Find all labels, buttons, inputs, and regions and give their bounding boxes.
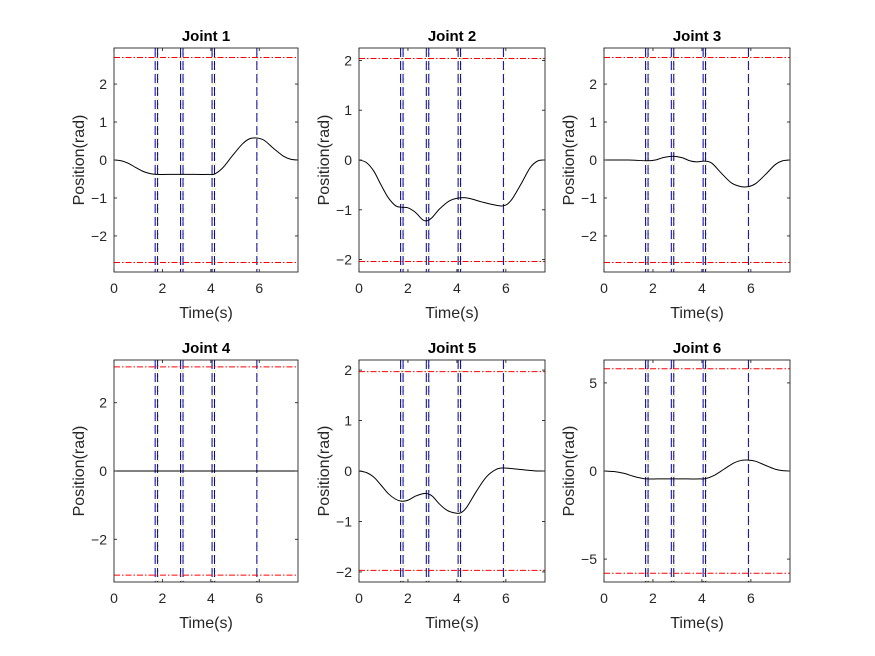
- y-tick-label: 1: [99, 114, 107, 130]
- y-tick-label: 1: [344, 413, 352, 429]
- y-axis-label: Position(rad): [71, 426, 88, 517]
- y-tick-label: −5: [581, 551, 597, 567]
- x-tick-label: 6: [502, 280, 510, 296]
- x-axis-label: Time(s): [670, 615, 724, 632]
- y-tick-label: 1: [344, 102, 352, 118]
- position-line: [358, 159, 546, 222]
- x-axis-label: Time(s): [425, 305, 479, 322]
- joint-2-title: Joint 2: [428, 28, 476, 45]
- joint-3-panel: 0 2 4 6 −2 −1 0 1 2 Joint 3 Time(s) Position(rad): [561, 28, 791, 322]
- joint-1-title: Joint 1: [182, 28, 230, 45]
- y-tick-label: −2: [336, 252, 352, 268]
- position-line: [603, 459, 791, 480]
- joint-6-title: Joint 6: [673, 340, 721, 357]
- x-tick-label: 4: [698, 280, 706, 296]
- x-tick-label: 6: [747, 590, 755, 606]
- y-tick-label: −2: [336, 564, 352, 580]
- y-tick-label: 1: [589, 114, 597, 130]
- x-tick-label: 6: [255, 590, 263, 606]
- y-axis-label: Position(rad): [561, 115, 578, 206]
- y-axis-label: Position(rad): [561, 426, 578, 517]
- y-tick-label: 0: [99, 152, 107, 168]
- y-tick-label: 0: [99, 463, 107, 479]
- joint-6-panel: 0 2 4 6 −5 0 5 Joint 6 Time(s) Position(rad): [561, 340, 791, 632]
- x-tick-label: 4: [207, 280, 215, 296]
- y-axis-label: Position(rad): [71, 115, 88, 206]
- joint-1-panel: 0 2 4 6 −2 −1 0 1 2 Joint 1 Time(s) Position(rad): [71, 28, 299, 322]
- y-tick-label: 0: [344, 463, 352, 479]
- y-tick-label: 2: [344, 52, 352, 68]
- x-tick-label: 2: [649, 280, 657, 296]
- y-tick-label: −2: [91, 228, 107, 244]
- y-tick-label: −2: [581, 228, 597, 244]
- x-axis-label: Time(s): [425, 615, 479, 632]
- joint-5-title: Joint 5: [428, 340, 476, 357]
- x-tick-label: 4: [207, 590, 215, 606]
- y-tick-label: −1: [336, 513, 352, 529]
- joint-2-panel: 0 2 4 6 −2 −1 0 1 2 Joint 2 Time(s) Position(rad): [316, 28, 546, 322]
- y-tick-label: 2: [99, 395, 107, 411]
- x-tick-label: 6: [502, 590, 510, 606]
- position-line: [603, 155, 791, 188]
- plot-area: [604, 360, 790, 582]
- plot-area: [359, 48, 545, 272]
- x-tick-label: 6: [255, 280, 263, 296]
- x-tick-label: 2: [159, 280, 167, 296]
- plot-area: [114, 48, 298, 272]
- x-tick-label: 0: [110, 590, 118, 606]
- x-axis-label: Time(s): [179, 305, 233, 322]
- position-line: [358, 467, 546, 514]
- joint-5-panel: 0 2 4 6 −2 −1 0 1 2 Joint 5 Time(s) Position(rad): [316, 340, 546, 632]
- x-tick-label: 2: [649, 590, 657, 606]
- x-tick-label: 2: [404, 590, 412, 606]
- y-tick-label: 0: [589, 463, 597, 479]
- y-tick-label: −2: [91, 531, 107, 547]
- y-tick-label: −1: [581, 190, 597, 206]
- y-tick-label: 0: [344, 152, 352, 168]
- y-tick-label: 2: [589, 76, 597, 92]
- position-line: [113, 137, 299, 176]
- y-tick-label: 5: [589, 375, 597, 391]
- x-tick-label: 2: [404, 280, 412, 296]
- x-tick-label: 0: [110, 280, 118, 296]
- x-tick-label: 4: [453, 280, 461, 296]
- y-tick-label: 0: [589, 152, 597, 168]
- x-tick-label: 0: [355, 590, 363, 606]
- x-axis-label: Time(s): [670, 305, 724, 322]
- y-tick-label: −1: [91, 190, 107, 206]
- x-tick-label: 6: [747, 280, 755, 296]
- x-axis-label: Time(s): [179, 615, 233, 632]
- joint-4-title: Joint 4: [182, 340, 231, 357]
- x-tick-label: 0: [355, 280, 363, 296]
- plot-area: [359, 360, 545, 582]
- y-tick-label: 2: [99, 76, 107, 92]
- y-tick-label: 2: [344, 362, 352, 378]
- y-axis-label: Position(rad): [316, 115, 333, 206]
- x-tick-label: 0: [600, 590, 608, 606]
- x-tick-label: 4: [453, 590, 461, 606]
- x-tick-label: 4: [698, 590, 706, 606]
- joint-3-title: Joint 3: [673, 28, 721, 45]
- y-axis-label: Position(rad): [316, 426, 333, 517]
- x-tick-label: 0: [600, 280, 608, 296]
- y-tick-label: −1: [336, 202, 352, 218]
- x-tick-label: 2: [159, 590, 167, 606]
- joint-4-panel: 0 2 4 6 −2 0 2 Joint 4 Time(s) Position(rad): [71, 340, 299, 632]
